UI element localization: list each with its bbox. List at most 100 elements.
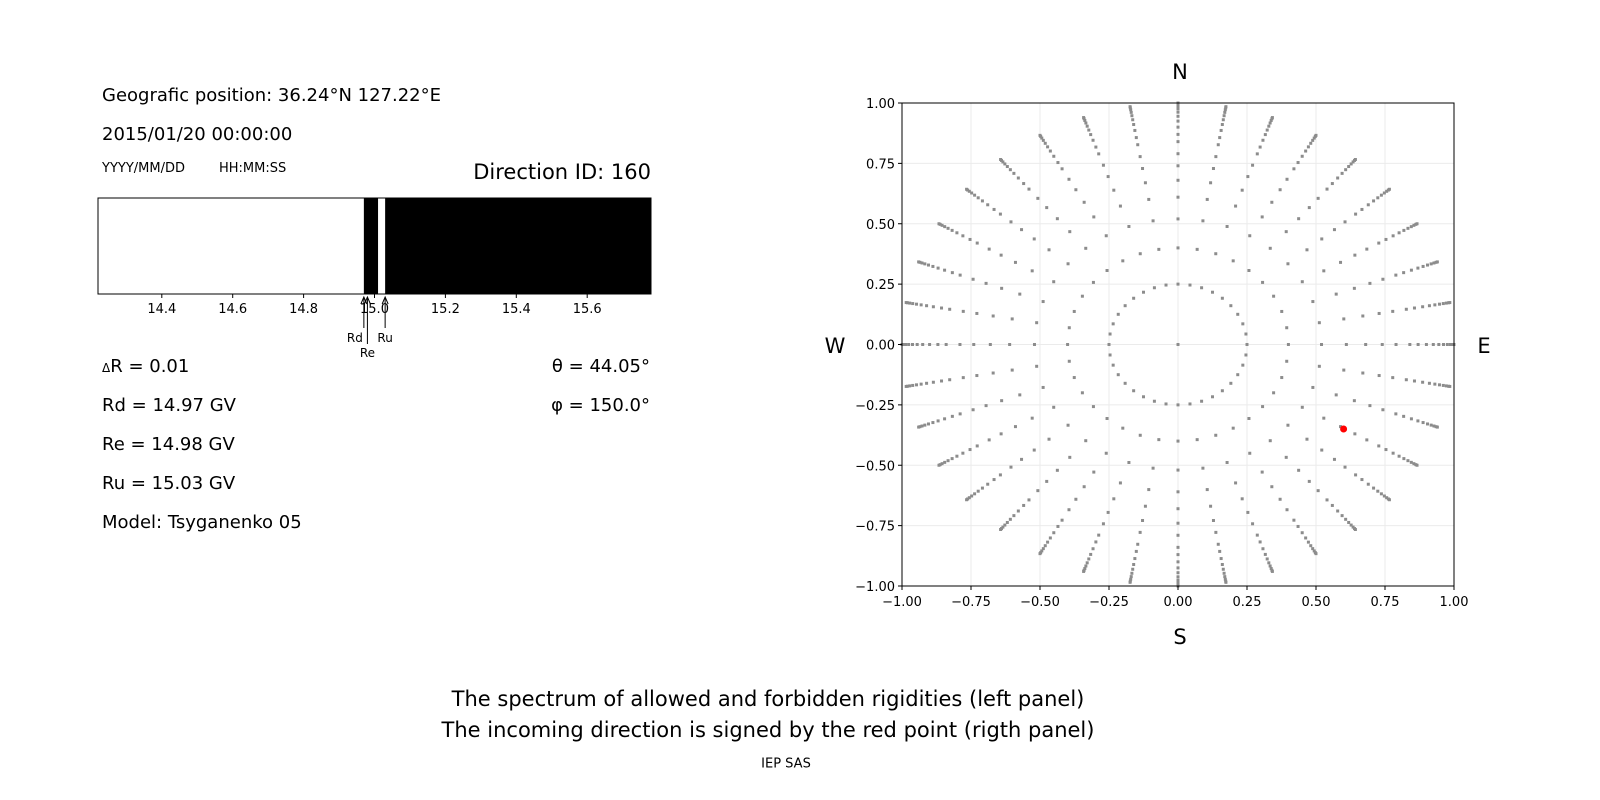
direction-point	[1397, 454, 1401, 458]
direction-point	[1234, 204, 1238, 208]
direction-point	[1085, 124, 1089, 128]
direction-point	[1431, 343, 1435, 346]
direction-point	[1091, 138, 1095, 142]
direction-point	[1267, 124, 1271, 128]
direction-point	[973, 193, 977, 197]
direction-point	[1349, 162, 1353, 166]
direction-point	[1164, 283, 1168, 287]
direction-point	[1129, 575, 1133, 579]
direction-point	[1268, 246, 1272, 250]
direction-point	[1074, 497, 1078, 501]
direction-point	[1091, 405, 1095, 409]
direction-point	[1018, 393, 1022, 397]
direction-point	[1402, 228, 1406, 232]
direction-point	[1038, 133, 1042, 137]
direction-point	[1176, 246, 1180, 250]
direction-point	[1421, 380, 1425, 384]
direction-point	[1284, 455, 1288, 459]
x-tick-label: −1.00	[882, 595, 922, 610]
caption-line-2: The incoming direction is signed by the …	[441, 718, 1095, 742]
direction-point	[1267, 561, 1271, 565]
direction-point	[1118, 204, 1122, 208]
direction-point	[971, 277, 975, 281]
direction-point	[999, 527, 1003, 531]
direction-point	[1260, 470, 1264, 474]
direction-point	[1176, 571, 1180, 575]
direction-point	[999, 432, 1003, 436]
x-tick-label: 15.4	[502, 302, 531, 317]
direction-point	[1040, 549, 1044, 553]
direction-point	[1221, 118, 1225, 122]
direction-point	[907, 343, 911, 346]
theta-value: θ = 44.05°	[551, 356, 650, 377]
direction-point	[1067, 359, 1071, 363]
direction-point	[928, 343, 932, 346]
direction-point	[1437, 343, 1441, 346]
direction-point	[940, 306, 944, 310]
y-tick-label: 1.00	[866, 97, 895, 112]
direction-point	[1080, 294, 1084, 298]
direction-point	[1278, 497, 1282, 501]
direction-point	[931, 305, 935, 309]
direction-point	[1441, 383, 1445, 387]
direction-point	[973, 492, 977, 496]
x-tick-label: 15.6	[573, 302, 602, 317]
direction-point	[1151, 219, 1155, 223]
direction-point	[936, 343, 940, 346]
direction-point	[1211, 395, 1214, 399]
direction-point	[911, 383, 915, 387]
direction-point	[1176, 114, 1180, 118]
direction-point	[1220, 389, 1224, 393]
direction-point	[984, 281, 988, 285]
direction-point	[1151, 466, 1155, 470]
direction-point	[1382, 494, 1386, 498]
direction-point	[1013, 260, 1017, 264]
direction-point	[1127, 224, 1131, 228]
direction-point	[1032, 343, 1036, 346]
x-tick-label: −0.25	[1089, 595, 1129, 610]
direction-point	[1046, 145, 1050, 149]
direction-point	[1330, 182, 1334, 186]
x-tick-label: 14.4	[147, 302, 176, 317]
direction-point	[1366, 482, 1370, 486]
direction-point	[1000, 399, 1004, 403]
direction-point	[1084, 439, 1088, 443]
direction-point	[1176, 545, 1180, 549]
datetime: 2015/01/20 00:00:00	[102, 124, 293, 145]
direction-point	[1444, 301, 1448, 305]
direction-point	[1134, 549, 1138, 553]
direction-point	[1211, 167, 1215, 171]
direction-point	[1269, 119, 1273, 123]
direction-point	[1317, 364, 1321, 368]
direction-point	[975, 311, 979, 315]
geo-position: Geografic position: 36.24°N 127.22°E	[102, 85, 442, 106]
direction-point	[976, 489, 980, 493]
direction-point	[1372, 199, 1376, 203]
direction-point	[1285, 508, 1289, 512]
direction-point	[1304, 536, 1308, 540]
direction-point	[1205, 488, 1209, 492]
direction-point	[1248, 234, 1252, 238]
direction-point	[1133, 128, 1137, 132]
direction-point	[1379, 193, 1383, 197]
direction-point	[1314, 133, 1318, 137]
direction-point	[1080, 391, 1084, 395]
direction-point	[1132, 562, 1136, 566]
arrow-head-icon	[363, 295, 371, 305]
direction-point	[968, 237, 972, 241]
direction-point	[1005, 520, 1009, 524]
direction-point	[923, 423, 927, 427]
direction-point	[943, 225, 947, 229]
direction-point	[992, 207, 996, 211]
direction-point	[1030, 416, 1034, 420]
direction-point	[1361, 314, 1365, 318]
direction-point	[1200, 399, 1204, 403]
direction-point	[1270, 200, 1274, 204]
direction-point	[1083, 566, 1087, 570]
direction-point	[1241, 322, 1245, 326]
direction-point	[1416, 419, 1420, 423]
direction-point	[1176, 140, 1180, 144]
direction-point	[1223, 108, 1227, 112]
direction-point	[1136, 143, 1140, 147]
direction-point	[1409, 417, 1413, 421]
